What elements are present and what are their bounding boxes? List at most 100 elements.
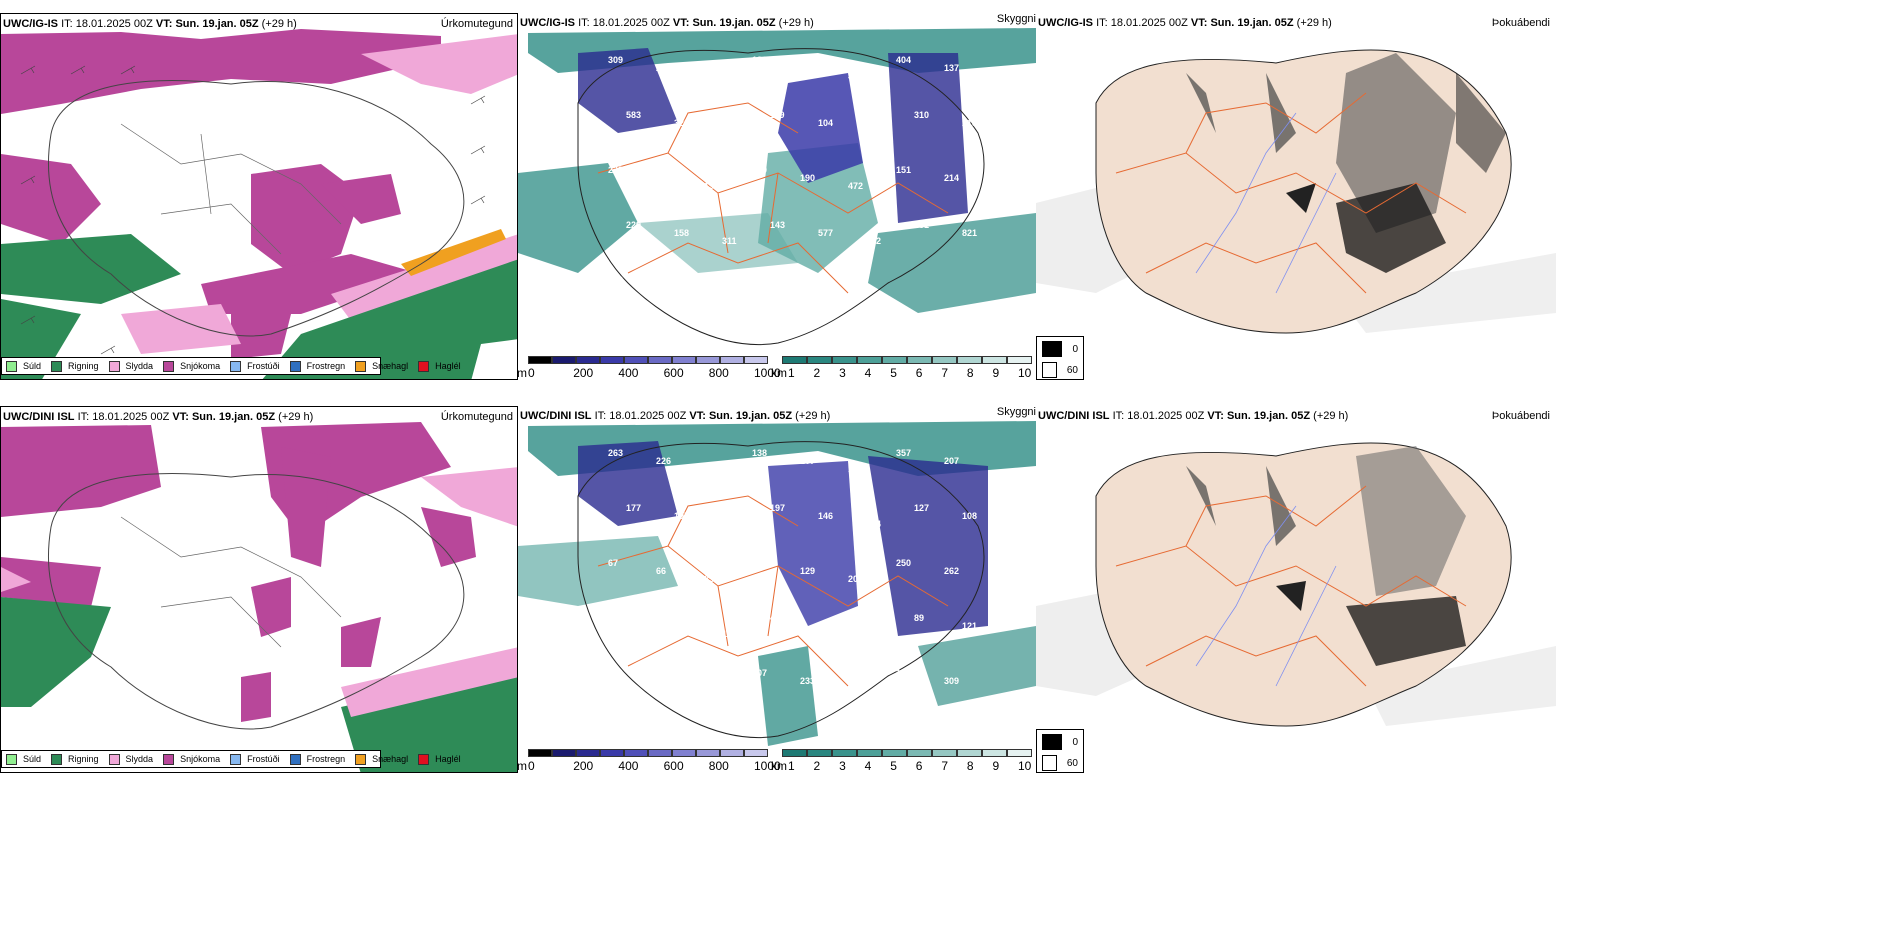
cloud-base-value: 821 [962, 228, 977, 238]
legend-swatch [163, 360, 175, 372]
colorbar-unit: km [771, 366, 787, 380]
fog-legend-label: 60 [1066, 364, 1078, 376]
cloud-map-1: 3092181751261983044041375833204001191041… [518, 13, 1036, 380]
colorbar-tick: 7 [941, 759, 949, 773]
cloud-base-value: 632 [866, 236, 881, 246]
cloud-base-value: 119 [770, 110, 785, 120]
cloud-base-value: 197 [770, 503, 785, 513]
legend-swatch [418, 753, 430, 765]
cloud-base-value: 106 [818, 621, 833, 631]
fog-legend-swatch [1042, 362, 1057, 378]
cloud-base-value: 227 [626, 613, 641, 623]
legend-item: Frostregn [289, 360, 345, 372]
vt-value: Sun. 19.jan. 05Z [1210, 17, 1294, 29]
legend-item: Frostregn [289, 753, 345, 765]
it-value: 18.01.2025 00Z [75, 18, 153, 30]
colorbar-segment [672, 356, 696, 364]
colorbar-tick: 0 [528, 759, 535, 773]
fog-panel-1: UWC/IG-IS IT: 18.01.2025 00Z VT: Sun. 19… [1036, 13, 1556, 380]
it-value: 18.01.2025 00Z [92, 411, 170, 423]
cloud-base-value: 440 [770, 613, 785, 623]
cloud-base-value: 309 [944, 676, 959, 686]
colorbar-tick: 600 [663, 759, 684, 773]
legend-swatch [355, 753, 367, 765]
cloud-base-value: 110 [896, 668, 911, 678]
legend-item: Rigning [51, 360, 99, 372]
colorbar-tick: 400 [618, 366, 639, 380]
precip-type-panel-1: UWC/IG-IS IT: 18.01.2025 00Z VT: Sun. 19… [0, 13, 518, 380]
cloud-base-value: 207 [944, 456, 959, 466]
colorbar-tick: 3 [839, 759, 846, 773]
colorbar-tick: 9 [992, 366, 1000, 380]
colorbar-segment [1007, 749, 1032, 757]
colorbar-tick: 1000 [754, 366, 781, 380]
cloud-base-value: 166 [722, 629, 737, 639]
it-value: 18.01.2025 00Z [609, 410, 687, 422]
it-label: IT: [61, 18, 73, 30]
model-name: UWC/DINI ISL [520, 410, 592, 422]
it-label: IT: [578, 17, 590, 29]
panel-header-6: UWC/DINI ISL IT: 18.01.2025 00Z VT: Sun.… [1038, 409, 1348, 423]
legend-swatch [289, 360, 301, 372]
cloud-base-value: 146 [818, 511, 833, 521]
legend-label: Snæhagl [372, 754, 409, 764]
legend-swatch [108, 753, 120, 765]
colorbar-tick: 600 [663, 366, 684, 380]
colorbar-tick: 5 [890, 759, 897, 773]
cloud-base-value: 80 [752, 558, 762, 568]
colorbar-tick: 8 [966, 366, 974, 380]
vt-label: VT: [1190, 17, 1208, 29]
lead-time: (+29 h) [795, 410, 831, 422]
vt-label: VT: [155, 18, 173, 30]
cloud-base-value: 309 [608, 55, 623, 65]
fog-map-1 [1036, 13, 1556, 380]
lead-time: (+29 h) [261, 18, 297, 30]
colorbar-segment [624, 749, 648, 757]
cloud-base-value: 220 [752, 165, 767, 175]
colorbar-segment [932, 356, 957, 364]
cloud-base-value: 129 [800, 566, 815, 576]
colorbar-segment [882, 356, 907, 364]
cloud-base-value: 167 [656, 173, 671, 183]
panel-header-4: UWC/DINI ISL IT: 18.01.2025 00Z VT: Sun.… [3, 410, 313, 424]
vt-value: Sun. 19.jan. 05Z [1226, 410, 1311, 422]
colorbar-segment [648, 356, 672, 364]
legend-item: Snæhagl [355, 360, 408, 372]
colorbar-tick: 3 [839, 366, 846, 380]
cloud-base-value: 126 [752, 55, 767, 65]
precip-legend: Súld Rigning Slydda Snjókoma Frostúði Frostre… [1, 750, 461, 768]
colorbar-tick: 200 [573, 366, 594, 380]
colorbar-segment [720, 749, 744, 757]
lead-time: (+29 h) [1313, 410, 1349, 422]
colorbar-segment [648, 749, 672, 757]
fog-map-2 [1036, 406, 1556, 773]
cloud-base-value: 183 [704, 464, 719, 474]
legend-label: Snjókoma [180, 361, 221, 371]
visibility-colorbar: km 1 2 3 4 5 6 7 8 9 10 [771, 356, 1032, 380]
cloud-base-value: 263 [608, 448, 623, 458]
colorbar-tick: 4 [864, 366, 872, 380]
fog-legend-swatch [1042, 734, 1063, 750]
cloud-base-value: 583 [626, 110, 641, 120]
it-value: 18.01.2025 00Z [1127, 410, 1205, 422]
vt-value: Sun. 19.jan. 05Z [175, 18, 259, 30]
colorbar-segment [552, 749, 576, 757]
lead-time: (+29 h) [1296, 17, 1332, 29]
cloud-base-value: 310 [914, 110, 929, 120]
colorbar-segment [957, 749, 982, 757]
precip-type-title: Úrkomutegund [440, 411, 513, 423]
legend-label: Haglél [435, 361, 461, 371]
cloud-base-value: 177 [626, 503, 641, 513]
cloud-base-value: 186 [848, 684, 863, 694]
vt-label: VT: [1207, 410, 1224, 422]
cloud-base-value: 218 [962, 118, 977, 128]
colorbar-segment [807, 356, 832, 364]
cloud-base-value: 404 [896, 55, 911, 65]
cloud-base-value: 311 [722, 236, 737, 246]
fog-legend-label: 0 [1072, 736, 1078, 748]
cloud-base-value: 199 [848, 464, 863, 474]
vt-value: Sun. 19.jan. 05Z [191, 411, 276, 423]
legend-label: Rigning [68, 754, 99, 764]
colorbar-unit: km [771, 759, 787, 773]
it-value: 18.01.2025 00Z [592, 17, 670, 29]
